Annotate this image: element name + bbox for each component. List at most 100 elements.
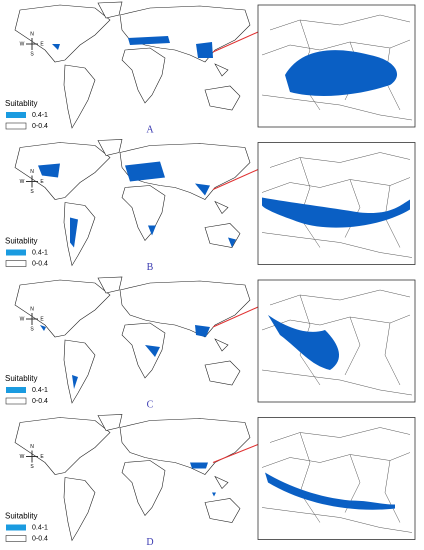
inset-suitable-area bbox=[285, 50, 398, 96]
legend-title: Suitablity bbox=[5, 512, 37, 521]
suitable-area bbox=[72, 375, 78, 389]
continent bbox=[121, 322, 166, 379]
compass-letter: N bbox=[30, 169, 34, 175]
continent bbox=[214, 200, 229, 214]
inset-border bbox=[261, 94, 413, 121]
inset-border bbox=[269, 14, 411, 31]
compass-letter: E bbox=[40, 179, 44, 185]
inset-border bbox=[384, 322, 401, 386]
suitable-area bbox=[52, 44, 60, 50]
continent bbox=[97, 276, 123, 294]
legend-label: 0-0.4 bbox=[32, 123, 48, 130]
suitable-area bbox=[70, 217, 78, 248]
suitable-area bbox=[40, 325, 46, 331]
suitable-area bbox=[196, 42, 213, 58]
connector bbox=[212, 31, 259, 53]
continent bbox=[14, 4, 111, 63]
legend-swatch bbox=[6, 524, 26, 531]
map-panel: N SW E Suitablity 0.4-1 0-0.4 A bbox=[5, 1, 416, 135]
connector bbox=[212, 169, 259, 190]
compass-letter: E bbox=[40, 454, 44, 460]
legend-label: 0.4-1 bbox=[32, 524, 48, 531]
suitable-area bbox=[212, 492, 216, 497]
inset-border bbox=[261, 452, 411, 468]
inset-frame bbox=[257, 417, 416, 540]
continent bbox=[214, 63, 229, 77]
inset-border bbox=[344, 316, 361, 376]
continent bbox=[214, 475, 229, 489]
inset-border bbox=[299, 157, 321, 248]
continent bbox=[121, 460, 166, 517]
connector bbox=[212, 306, 259, 328]
compass-letter: W bbox=[20, 454, 25, 460]
continent bbox=[97, 414, 123, 431]
inset-border bbox=[269, 152, 411, 168]
continent bbox=[204, 360, 241, 386]
panel-label: C bbox=[147, 399, 154, 410]
legend-label: 0.4-1 bbox=[32, 387, 48, 394]
compass-letter: S bbox=[30, 326, 34, 332]
continent bbox=[204, 85, 241, 111]
compass-letter: E bbox=[40, 41, 44, 47]
continent bbox=[121, 47, 166, 104]
legend-swatch bbox=[5, 535, 27, 542]
suitable-area bbox=[148, 225, 156, 236]
legend-label: 0-0.4 bbox=[32, 260, 48, 267]
compass-letter: W bbox=[20, 179, 25, 185]
continent bbox=[204, 498, 241, 523]
inset-border bbox=[261, 39, 411, 56]
legend-swatch bbox=[5, 122, 27, 130]
continent bbox=[97, 139, 123, 156]
legend-title: Suitablity bbox=[5, 99, 37, 108]
panel-label: A bbox=[146, 124, 154, 135]
inset-border bbox=[261, 177, 411, 193]
inset-border bbox=[269, 289, 411, 306]
suitable-area bbox=[145, 345, 160, 357]
map-panel: N SW E Suitablity 0.4-1 0-0.4 D bbox=[5, 414, 416, 548]
inset-suitable-area bbox=[262, 197, 410, 228]
compass-letter: S bbox=[30, 51, 34, 57]
suitable-area bbox=[195, 183, 210, 196]
inset-border bbox=[344, 179, 361, 238]
continent bbox=[63, 64, 96, 129]
compass-letter: S bbox=[30, 464, 34, 470]
legend-label: 0.4-1 bbox=[32, 112, 48, 119]
inset-border bbox=[261, 507, 413, 533]
suitable-area bbox=[190, 462, 208, 469]
inset-border bbox=[269, 427, 411, 443]
map-panel: N SW E Suitablity 0.4-1 0-0.4 B bbox=[5, 139, 416, 273]
legend-title: Suitablity bbox=[5, 237, 37, 246]
compass-letter: S bbox=[30, 189, 34, 195]
legend-swatch bbox=[6, 387, 26, 393]
legend-label: 0-0.4 bbox=[32, 535, 48, 542]
continent bbox=[63, 202, 96, 267]
continent bbox=[119, 280, 251, 338]
continent bbox=[97, 1, 123, 19]
continent bbox=[14, 417, 111, 475]
legend-swatch bbox=[5, 260, 27, 267]
inset-suitable-area bbox=[268, 315, 340, 370]
inset-suitable-area bbox=[265, 472, 395, 510]
inset-frame bbox=[257, 279, 416, 403]
panel-label: D bbox=[146, 537, 153, 548]
inset-border bbox=[299, 432, 321, 523]
connector bbox=[212, 444, 259, 463]
suitable-area bbox=[228, 237, 236, 248]
map-panel: N SW E Suitablity 0.4-1 0-0.4 C bbox=[5, 276, 416, 410]
inset-border bbox=[261, 314, 411, 331]
inset-border bbox=[384, 460, 401, 523]
suitable-area bbox=[125, 161, 165, 182]
inset-border bbox=[261, 369, 413, 396]
suitable-area bbox=[38, 163, 60, 178]
suitable-area bbox=[128, 36, 170, 45]
legend-swatch bbox=[6, 112, 26, 118]
continent bbox=[14, 142, 111, 200]
continent bbox=[214, 338, 229, 352]
continent bbox=[14, 279, 111, 338]
compass-letter: N bbox=[30, 444, 34, 450]
continent bbox=[63, 477, 96, 542]
compass-letter: W bbox=[20, 41, 25, 47]
compass-letter: E bbox=[40, 316, 44, 322]
compass-letter: W bbox=[20, 316, 25, 322]
